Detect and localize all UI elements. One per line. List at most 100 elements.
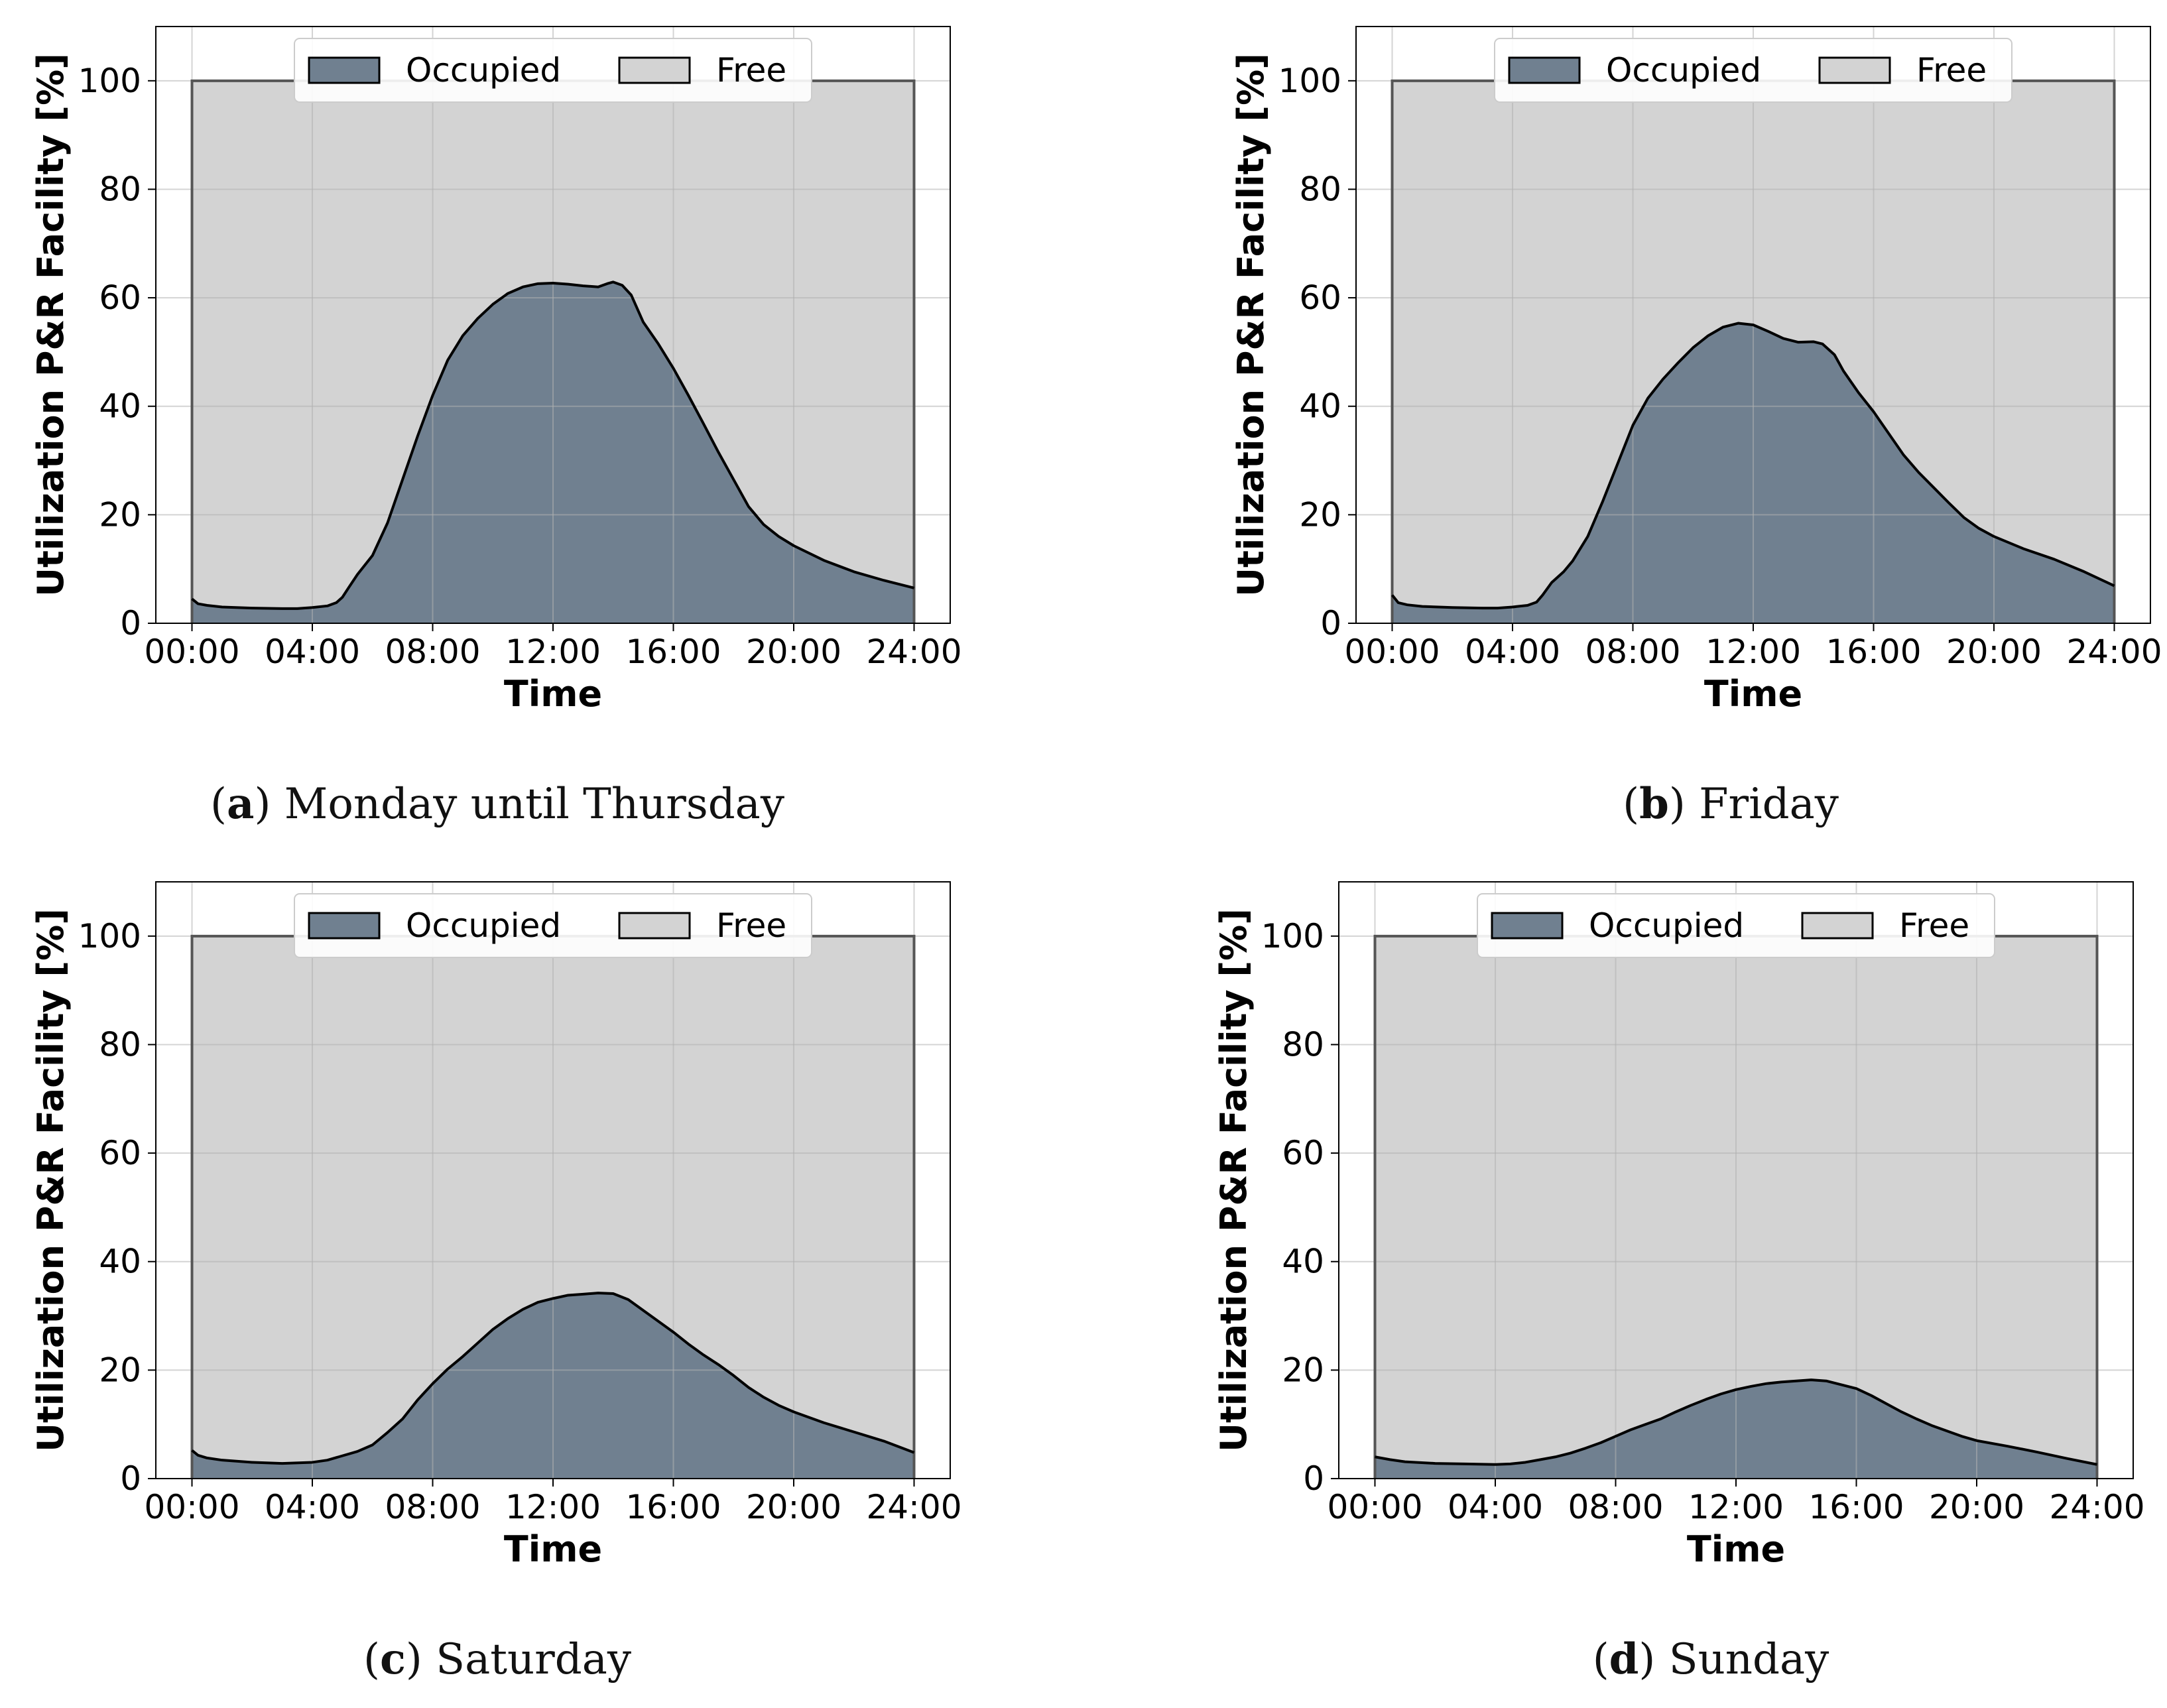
y-tick-label: 100 bbox=[1278, 62, 1341, 100]
legend-label-occupied: Occupied bbox=[406, 51, 561, 90]
y-tick-label: 60 bbox=[99, 1134, 141, 1172]
x-tick-label: 16:00 bbox=[625, 1488, 721, 1526]
y-tick-label: 0 bbox=[120, 1459, 141, 1498]
legend: Occupied Free bbox=[1494, 38, 2012, 103]
legend-box bbox=[294, 38, 812, 103]
x-tick-label: 00:00 bbox=[1344, 633, 1440, 671]
y-axis-label: Utilization P&R Facility [%] bbox=[30, 908, 72, 1452]
x-tick-label: 20:00 bbox=[1929, 1488, 2024, 1526]
chart-panel-c: 00:00 04:00 08:00 12:00 16:00 20:00 24:00 0 20 40… bbox=[0, 855, 1084, 1585]
x-tick-label: 20:00 bbox=[1946, 633, 2042, 671]
y-tick-label: 80 bbox=[99, 170, 141, 208]
x-tick-label: 08:00 bbox=[385, 633, 480, 671]
x-tick-label: 00:00 bbox=[1327, 1488, 1422, 1526]
y-tick-label: 0 bbox=[1320, 604, 1341, 642]
y-tick-label: 60 bbox=[1299, 278, 1341, 317]
y-tick-label: 100 bbox=[78, 62, 141, 100]
y-tick-label: 100 bbox=[78, 917, 141, 955]
occupied-line bbox=[191, 280, 914, 610]
legend: Occupied Free bbox=[1477, 893, 1995, 958]
y-tick-label: 60 bbox=[1282, 1134, 1324, 1172]
x-tick-label: 08:00 bbox=[385, 1488, 480, 1526]
x-tick-label: 04:00 bbox=[1448, 1488, 1543, 1526]
y-tick-label: 80 bbox=[99, 1025, 141, 1064]
chart-b: 00:00 04:00 08:00 12:00 16:00 20:00 24:00 0 20 40… bbox=[1230, 26, 2162, 715]
caption-d: (d) Sunday bbox=[1592, 1634, 1829, 1684]
legend: Occupied Free bbox=[294, 38, 812, 103]
legend-swatch-free bbox=[1818, 56, 1891, 84]
legend-swatch-occupied bbox=[308, 56, 381, 84]
y-tick-label: 40 bbox=[1299, 387, 1341, 426]
caption-b: (b) Friday bbox=[1623, 779, 1839, 829]
y-tick-label: 80 bbox=[1299, 170, 1341, 208]
x-tick-label: 20:00 bbox=[746, 633, 841, 671]
x-tick-label: 04:00 bbox=[265, 1488, 360, 1526]
legend-label-free: Free bbox=[1916, 51, 1987, 90]
caption-c: (c) Saturday bbox=[363, 1634, 632, 1684]
y-tick-label: 100 bbox=[1261, 917, 1324, 955]
x-tick-label: 08:00 bbox=[1568, 1488, 1663, 1526]
x-tick-label: 16:00 bbox=[1826, 633, 1921, 671]
y-axis-label: Utilization P&R Facility [%] bbox=[30, 53, 72, 597]
chart-panel-b: 00:00 04:00 08:00 12:00 16:00 20:00 24:00 0 20 40… bbox=[1084, 0, 2167, 729]
x-tick-label: 00:00 bbox=[144, 1488, 239, 1526]
x-tick-label: 16:00 bbox=[625, 633, 721, 671]
legend-label-free: Free bbox=[1899, 906, 1969, 945]
legend-label-free: Free bbox=[716, 51, 786, 90]
y-tick-label: 0 bbox=[120, 604, 141, 642]
legend-swatch-occupied bbox=[1508, 56, 1581, 84]
y-tick-label: 20 bbox=[1299, 495, 1341, 534]
x-axis-label: Time bbox=[1704, 673, 1802, 715]
x-tick-label: 04:00 bbox=[1465, 633, 1560, 671]
chart-panel-d: 00:00 04:00 08:00 12:00 16:00 20:00 24:00 0 20 40… bbox=[1084, 855, 2167, 1585]
x-tick-label: 24:00 bbox=[2066, 633, 2162, 671]
legend-label-occupied: Occupied bbox=[1589, 906, 1744, 945]
legend-box bbox=[1494, 38, 2012, 103]
x-tick-label: 04:00 bbox=[265, 633, 360, 671]
x-tick-label: 16:00 bbox=[1808, 1488, 1904, 1526]
x-tick-label: 24:00 bbox=[866, 633, 961, 671]
legend-swatch-occupied bbox=[308, 912, 381, 940]
y-axis-label: Utilization P&R Facility [%] bbox=[1213, 908, 1255, 1452]
occupied-line bbox=[191, 1292, 915, 1465]
y-axis-label: Utilization P&R Facility [%] bbox=[1230, 53, 1272, 597]
legend: Occupied Free bbox=[294, 893, 812, 958]
y-tick-label: 40 bbox=[99, 1243, 141, 1281]
legend-box bbox=[294, 893, 812, 958]
legend-label-occupied: Occupied bbox=[406, 906, 561, 945]
chart-a: 00:00 04:00 08:00 12:00 16:00 20:00 24:00 0 20 40… bbox=[30, 26, 962, 715]
chart-panel-a: 00:00 04:00 08:00 12:00 16:00 20:00 24:00 0 20 40… bbox=[0, 0, 1084, 729]
legend-swatch-free bbox=[1801, 912, 1874, 940]
x-tick-label: 24:00 bbox=[2049, 1488, 2144, 1526]
legend-label-occupied: Occupied bbox=[1606, 51, 1761, 90]
y-tick-label: 40 bbox=[99, 387, 141, 426]
legend-swatch-free bbox=[618, 912, 691, 940]
y-tick-label: 60 bbox=[99, 278, 141, 317]
x-axis-label: Time bbox=[504, 1528, 602, 1570]
x-tick-label: 20:00 bbox=[746, 1488, 841, 1526]
occupied-line bbox=[1375, 1378, 2097, 1466]
x-tick-label: 12:00 bbox=[1705, 633, 1801, 671]
x-tick-label: 12:00 bbox=[1688, 1488, 1784, 1526]
y-tick-label: 20 bbox=[99, 1351, 141, 1389]
legend-label-free: Free bbox=[716, 906, 786, 945]
y-tick-label: 80 bbox=[1282, 1025, 1324, 1064]
legend-box bbox=[1477, 893, 1995, 958]
x-tick-label: 08:00 bbox=[1585, 633, 1680, 671]
x-tick-label: 00:00 bbox=[144, 633, 239, 671]
y-tick-label: 0 bbox=[1303, 1459, 1324, 1498]
occupied-line bbox=[1391, 322, 2115, 610]
y-tick-label: 20 bbox=[99, 495, 141, 534]
x-tick-label: 12:00 bbox=[505, 633, 601, 671]
legend-swatch-free bbox=[618, 56, 691, 84]
y-tick-label: 40 bbox=[1282, 1243, 1324, 1281]
caption-a: (a) Monday until Thursday bbox=[210, 779, 784, 829]
x-axis-label: Time bbox=[1687, 1528, 1785, 1570]
legend-swatch-occupied bbox=[1491, 912, 1564, 940]
x-tick-label: 24:00 bbox=[866, 1488, 961, 1526]
chart-c: 00:00 04:00 08:00 12:00 16:00 20:00 24:00 0 20 40… bbox=[30, 881, 962, 1570]
x-tick-label: 12:00 bbox=[505, 1488, 601, 1526]
y-tick-label: 20 bbox=[1282, 1351, 1324, 1389]
x-axis-label: Time bbox=[504, 673, 602, 715]
chart-d: 00:00 04:00 08:00 12:00 16:00 20:00 24:00 0 20 40… bbox=[1213, 881, 2145, 1570]
